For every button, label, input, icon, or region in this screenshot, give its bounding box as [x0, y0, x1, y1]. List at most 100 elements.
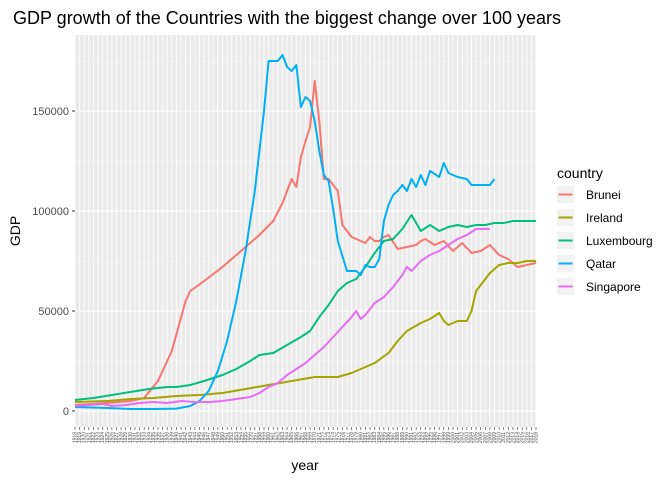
x-tick-label: 1972 [321, 432, 327, 443]
legend: country Brunei Ireland Luxembourg Qatar Sing… [557, 165, 653, 295]
x-tick-label: 1960 [266, 432, 272, 443]
x-tick-label: 1997 [437, 432, 443, 443]
x-tick-label: 1953 [234, 432, 240, 443]
x-tick-label: 1977 [344, 432, 350, 443]
x-tick-label: 1976 [340, 432, 346, 443]
x-tick-label: 2013 [510, 432, 516, 443]
x-tick-label: 2017 [529, 432, 535, 443]
x-tick-label: 1964 [285, 432, 291, 443]
x-tick-label: 1969 [308, 432, 314, 443]
x-tick-label: 1929 [123, 432, 129, 443]
x-tick-label: 1925 [105, 432, 111, 443]
x-tick-label: 1923 [96, 432, 102, 443]
x-tick-label: 1927 [114, 432, 120, 443]
x-tick-label: 1954 [238, 432, 244, 443]
series-line-qatar [74, 54, 496, 410]
x-tick-label: 1943 [188, 432, 194, 443]
x-tick-label: 1996 [432, 432, 438, 443]
x-tick-label: 2000 [451, 432, 457, 443]
x-tick-label: 1957 [252, 432, 258, 443]
x-tick-label: 1968 [303, 432, 309, 443]
x-tick-label: 1973 [326, 432, 332, 443]
x-tick-label: 2012 [506, 432, 512, 443]
x-tick-label: 1990 [404, 432, 410, 443]
x-tick-label: 1939 [169, 432, 175, 443]
x-tick-label: 1984 [377, 432, 383, 443]
x-tick-label: 2002 [460, 432, 466, 443]
x-tick-label: 1983 [372, 432, 378, 443]
x-tick-label: 2003 [464, 432, 470, 443]
x-tick-label: 1922 [91, 432, 97, 443]
x-tick-label: 1988 [395, 432, 401, 443]
legend-label: Singapore [586, 280, 641, 294]
x-tick-label: 1933 [142, 432, 148, 443]
x-tick-label: 2018 [534, 432, 540, 443]
series-line-ireland [74, 260, 536, 403]
legend-label: Luxembourg [586, 234, 653, 248]
x-tick-label: 1974 [331, 432, 337, 443]
legend-label: Brunei [586, 188, 621, 202]
x-tick-label: 2004 [469, 432, 475, 443]
x-tick-label: 1986 [386, 432, 392, 443]
x-tick-label: 1995 [427, 432, 433, 443]
x-tick-label: 1930 [128, 432, 134, 443]
x-tick-label: 1931 [132, 432, 138, 443]
x-tick-label: 1967 [298, 432, 304, 443]
x-tick-label: 1992 [414, 432, 420, 443]
x-tick-label: 1918 [73, 432, 79, 443]
x-tick-label: 1950 [220, 432, 226, 443]
y-tick-label: 100000 [32, 206, 69, 218]
x-tick-label: 1989 [400, 432, 406, 443]
y-axis-title: GDP [7, 216, 23, 246]
x-tick-label: 1961 [271, 432, 277, 443]
y-tick-label: 50000 [38, 306, 69, 318]
x-tick-label: 2006 [478, 432, 484, 443]
x-tick-label: 2009 [492, 432, 498, 443]
x-tick-label: 1970 [312, 432, 318, 443]
x-tick-label: 1978 [349, 432, 355, 443]
legend-label: Qatar [586, 257, 616, 271]
x-tick-label: 2014 [515, 432, 521, 443]
x-tick-label: 1932 [137, 432, 143, 443]
x-tick-label: 1948 [211, 432, 217, 443]
y-axis: 0 50000 100000 150000 [32, 106, 75, 418]
x-tick-label: 2015 [520, 432, 526, 443]
x-axis: 1918191919201921192219231924192519261927… [73, 427, 540, 443]
chart-title: GDP growth of the Countries with the big… [13, 8, 561, 28]
x-tick-label: 2010 [497, 432, 503, 443]
x-tick-label: 2008 [487, 432, 493, 443]
x-tick-label: 1993 [418, 432, 424, 443]
x-tick-label: 1951 [225, 432, 231, 443]
x-tick-label: 1966 [294, 432, 300, 443]
series-lines [74, 54, 537, 410]
x-tick-label: 1987 [391, 432, 397, 443]
x-tick-label: 1994 [423, 432, 429, 443]
x-tick-label: 1919 [77, 432, 83, 443]
x-tick-label: 1936 [155, 432, 161, 443]
x-tick-label: 1962 [275, 432, 281, 443]
x-tick-label: 1949 [215, 432, 221, 443]
x-tick-label: 1926 [109, 432, 115, 443]
x-tick-label: 1945 [197, 432, 203, 443]
legend-title: country [557, 165, 603, 181]
x-tick-label: 1971 [317, 432, 323, 443]
x-tick-label: 1946 [202, 432, 208, 443]
x-tick-label: 1928 [119, 432, 125, 443]
x-tick-label: 1952 [229, 432, 235, 443]
x-tick-label: 1982 [368, 432, 374, 443]
x-tick-label: 1938 [165, 432, 171, 443]
x-tick-label: 1965 [289, 432, 295, 443]
x-tick-label: 1979 [354, 432, 360, 443]
x-tick-label: 1975 [335, 432, 341, 443]
x-tick-label: 1921 [86, 432, 92, 443]
x-tick-label: 1991 [409, 432, 415, 443]
x-tick-label: 1934 [146, 432, 152, 443]
x-tick-label: 1947 [206, 432, 212, 443]
x-tick-label: 1944 [192, 432, 198, 443]
x-tick-label: 1942 [183, 432, 189, 443]
x-tick-label: 1963 [280, 432, 286, 443]
x-tick-label: 1958 [257, 432, 263, 443]
x-tick-label: 1981 [363, 432, 369, 443]
x-tick-label: 2016 [524, 432, 530, 443]
